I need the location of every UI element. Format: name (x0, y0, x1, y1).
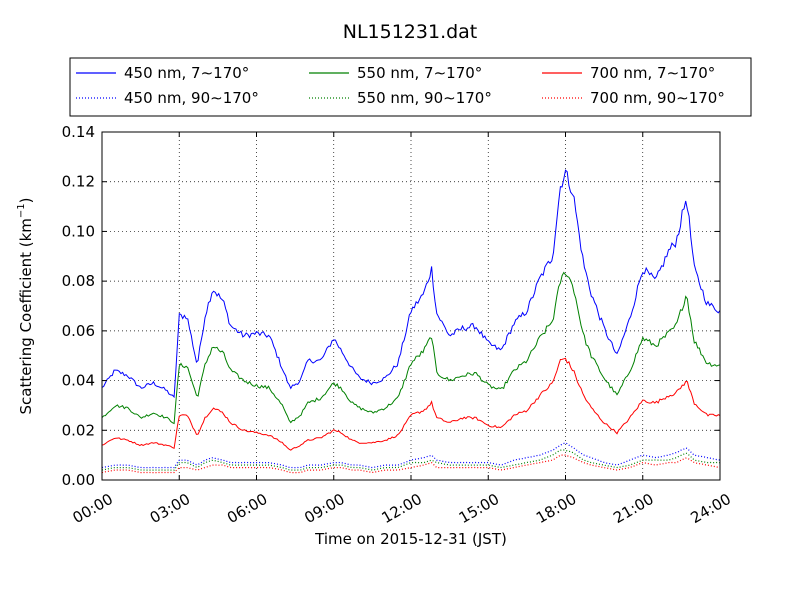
legend-label: 550 nm, 7∼170° (357, 64, 482, 82)
y-tick-label: 0.02 (62, 421, 95, 439)
legend-label: 700 nm, 90∼170° (590, 89, 725, 107)
legend-label: 700 nm, 7∼170° (590, 64, 715, 82)
grid (102, 132, 720, 480)
series-line (101, 357, 721, 451)
y-axis-label: Scattering Coefficient (km−1) (16, 197, 35, 414)
y-tick-label: 0.10 (62, 222, 95, 240)
y-axis-label-close: ) (17, 197, 35, 203)
series-lines (101, 169, 721, 474)
y-tick-label: 0.08 (62, 272, 95, 290)
series-line (101, 449, 721, 471)
y-axis-label-main: Scattering Coefficient (km (17, 218, 35, 414)
chart-title: NL151231.dat (343, 21, 478, 43)
series-line (101, 169, 721, 399)
y-tick-label: 0.14 (62, 123, 95, 141)
legend-label: 450 nm, 7∼170° (124, 64, 249, 82)
y-axis-label-sup: −1 (16, 203, 27, 218)
legend-label: 550 nm, 90∼170° (357, 89, 492, 107)
legend-frame (69, 57, 752, 117)
x-axis-label: Time on 2015-12-31 (JST) (314, 530, 507, 548)
y-tick-label: 0.00 (62, 471, 95, 489)
series-line (101, 454, 721, 474)
series-line (101, 271, 721, 425)
legend: 450 nm, 7∼170° 550 nm, 7∼170° 700 nm, 7∼17… (69, 57, 752, 117)
y-tick-label: 0.12 (62, 173, 95, 191)
y-tick-label: 0.06 (62, 322, 95, 340)
legend-label: 450 nm, 90∼170° (124, 89, 259, 107)
y-tick-label: 0.04 (62, 372, 95, 390)
